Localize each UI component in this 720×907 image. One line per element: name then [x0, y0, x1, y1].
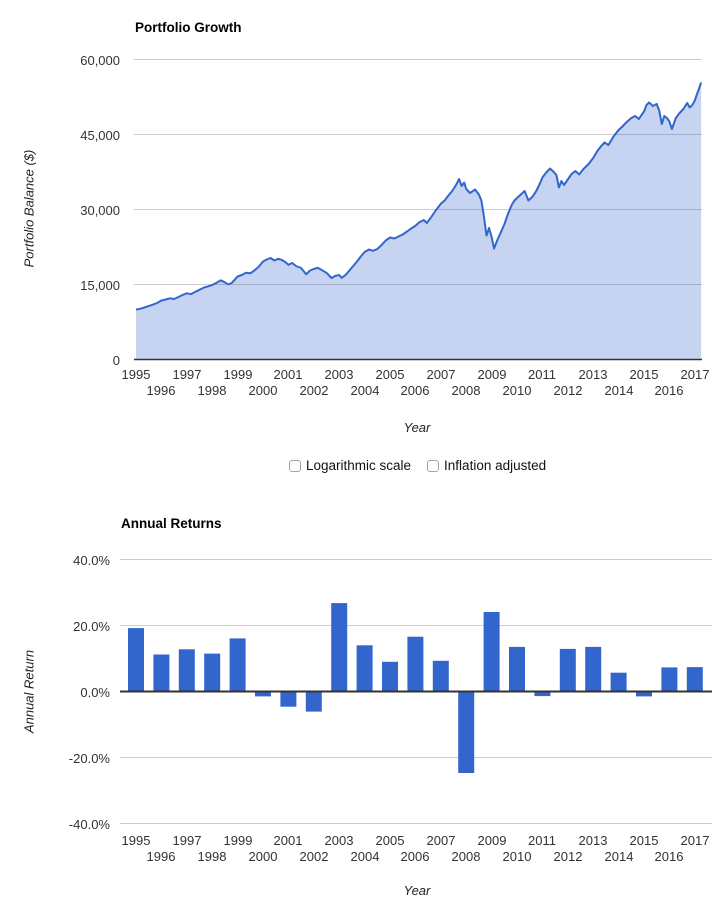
growth-x-tick-label: 2001 — [273, 367, 303, 382]
growth-y-tick-label: 60,000 — [80, 53, 120, 68]
inflation-adjusted-checkbox[interactable] — [427, 459, 440, 472]
return-bar — [458, 691, 475, 773]
growth-x-tick-label: 2012 — [553, 383, 583, 398]
growth-x-tick-label: 2011 — [528, 367, 556, 382]
returns-x-tick-label: 1995 — [121, 833, 151, 848]
returns-y-tick-label: -20.0% — [68, 751, 110, 766]
growth-x-tick-label: 2004 — [350, 383, 380, 398]
returns-x-tick-label: 1999 — [223, 833, 253, 848]
returns-x-tick-label: 2000 — [248, 849, 278, 864]
returns-plot-svg — [120, 559, 712, 824]
growth-area-fill — [136, 82, 702, 360]
growth-y-tick-label: 15,000 — [80, 278, 120, 293]
growth-x-tick-label: 2009 — [477, 367, 507, 382]
return-bar — [229, 638, 246, 692]
return-bar — [305, 691, 322, 712]
returns-x-tick-label: 2005 — [375, 833, 405, 848]
returns-y-tick-label: 20.0% — [73, 619, 110, 634]
growth-x-tick-label: 2008 — [451, 383, 481, 398]
returns-x-tick-label: 1998 — [197, 849, 227, 864]
return-bar — [661, 667, 678, 692]
returns-x-tick-label: 2016 — [654, 849, 684, 864]
returns-y-tick-label: 40.0% — [73, 553, 110, 568]
growth-x-tick-label: 1995 — [121, 367, 151, 382]
growth-x-tick-label: 2003 — [324, 367, 354, 382]
return-bar — [407, 636, 424, 692]
returns-x-tick-label: 2010 — [502, 849, 532, 864]
return-bar — [356, 645, 373, 692]
returns-chart-title: Annual Returns — [121, 516, 222, 531]
returns-x-tick-label: 2013 — [578, 833, 608, 848]
returns-x-tick-label: 2017 — [680, 833, 710, 848]
growth-line — [135, 82, 702, 311]
return-bar — [534, 691, 551, 697]
returns-x-tick-label: 2006 — [400, 849, 430, 864]
return-bar — [382, 661, 398, 692]
growth-x-tick-label: 2007 — [426, 367, 456, 382]
returns-x-tick-label: 2007 — [426, 833, 456, 848]
growth-x-tick-label: 1997 — [172, 367, 202, 382]
growth-x-tick-label: 1999 — [223, 367, 253, 382]
growth-y-axis-title: Portfolio Balance ($) — [21, 149, 37, 268]
returns-x-tick-label: 2012 — [553, 849, 583, 864]
returns-y-tick-label: 0.0% — [80, 685, 110, 700]
returns-y-tick-label: -40.0% — [68, 817, 110, 832]
returns-x-tick-label: 1996 — [146, 849, 176, 864]
returns-x-tick-label: 2002 — [299, 849, 329, 864]
return-bar — [204, 653, 221, 692]
growth-y-tick-label: 30,000 — [80, 203, 120, 218]
growth-x-tick-label: 2006 — [400, 383, 430, 398]
returns-x-tick-label: 2011 — [528, 833, 556, 848]
growth-x-axis-title: Year — [403, 420, 431, 435]
return-bar — [559, 648, 576, 692]
return-bar — [686, 667, 703, 692]
growth-y-tick-label: 0 — [112, 353, 120, 368]
logarithmic-scale-checkbox[interactable] — [289, 459, 301, 472]
growth-x-tick-label: 2017 — [680, 367, 710, 382]
growth-x-tick-label: 2014 — [604, 383, 634, 398]
growth-x-tick-label: 2005 — [375, 367, 405, 382]
growth-x-tick-label: 1998 — [197, 383, 227, 398]
growth-x-tick-label: 2000 — [248, 383, 278, 398]
return-bar — [509, 646, 525, 692]
returns-x-tick-label: 2003 — [324, 833, 354, 848]
return-bar — [636, 691, 652, 697]
growth-y-tick-label: 45,000 — [80, 128, 120, 143]
returns-x-tick-label: 2015 — [629, 833, 659, 848]
return-bar — [483, 612, 500, 692]
returns-x-tick-label: 2004 — [350, 849, 380, 864]
return-bar — [331, 603, 348, 692]
returns-y-axis-title: Annual Return — [21, 649, 37, 734]
return-bar — [255, 691, 271, 697]
returns-x-tick-label: 2014 — [604, 849, 634, 864]
return-bar — [610, 672, 627, 692]
growth-x-tick-label: 1996 — [146, 383, 176, 398]
return-bar — [153, 654, 170, 692]
growth-chart-title: Portfolio Growth — [135, 20, 242, 35]
returns-x-tick-label: 2008 — [451, 849, 481, 864]
return-bar — [585, 646, 602, 692]
returns-x-tick-label: 1997 — [172, 833, 202, 848]
return-bar — [280, 691, 297, 707]
chart-options-row: Logarithmic scale Inflation adjusted — [289, 458, 546, 473]
returns-x-tick-label: 2001 — [273, 833, 303, 848]
growth-x-tick-label: 2016 — [654, 383, 684, 398]
inflation-adjusted-label[interactable]: Inflation adjusted — [444, 458, 547, 473]
logarithmic-scale-label[interactable]: Logarithmic scale — [306, 458, 412, 473]
return-bar — [432, 660, 449, 692]
growth-x-tick-label: 2015 — [629, 367, 659, 382]
growth-x-tick-label: 2013 — [578, 367, 608, 382]
growth-x-tick-label: 2002 — [299, 383, 329, 398]
growth-plot-svg — [134, 59, 702, 361]
growth-x-tick-label: 2010 — [502, 383, 532, 398]
returns-x-tick-label: 2009 — [477, 833, 507, 848]
returns-x-axis-title: Year — [403, 883, 431, 898]
return-bar — [178, 649, 195, 692]
return-bar — [128, 628, 144, 692]
